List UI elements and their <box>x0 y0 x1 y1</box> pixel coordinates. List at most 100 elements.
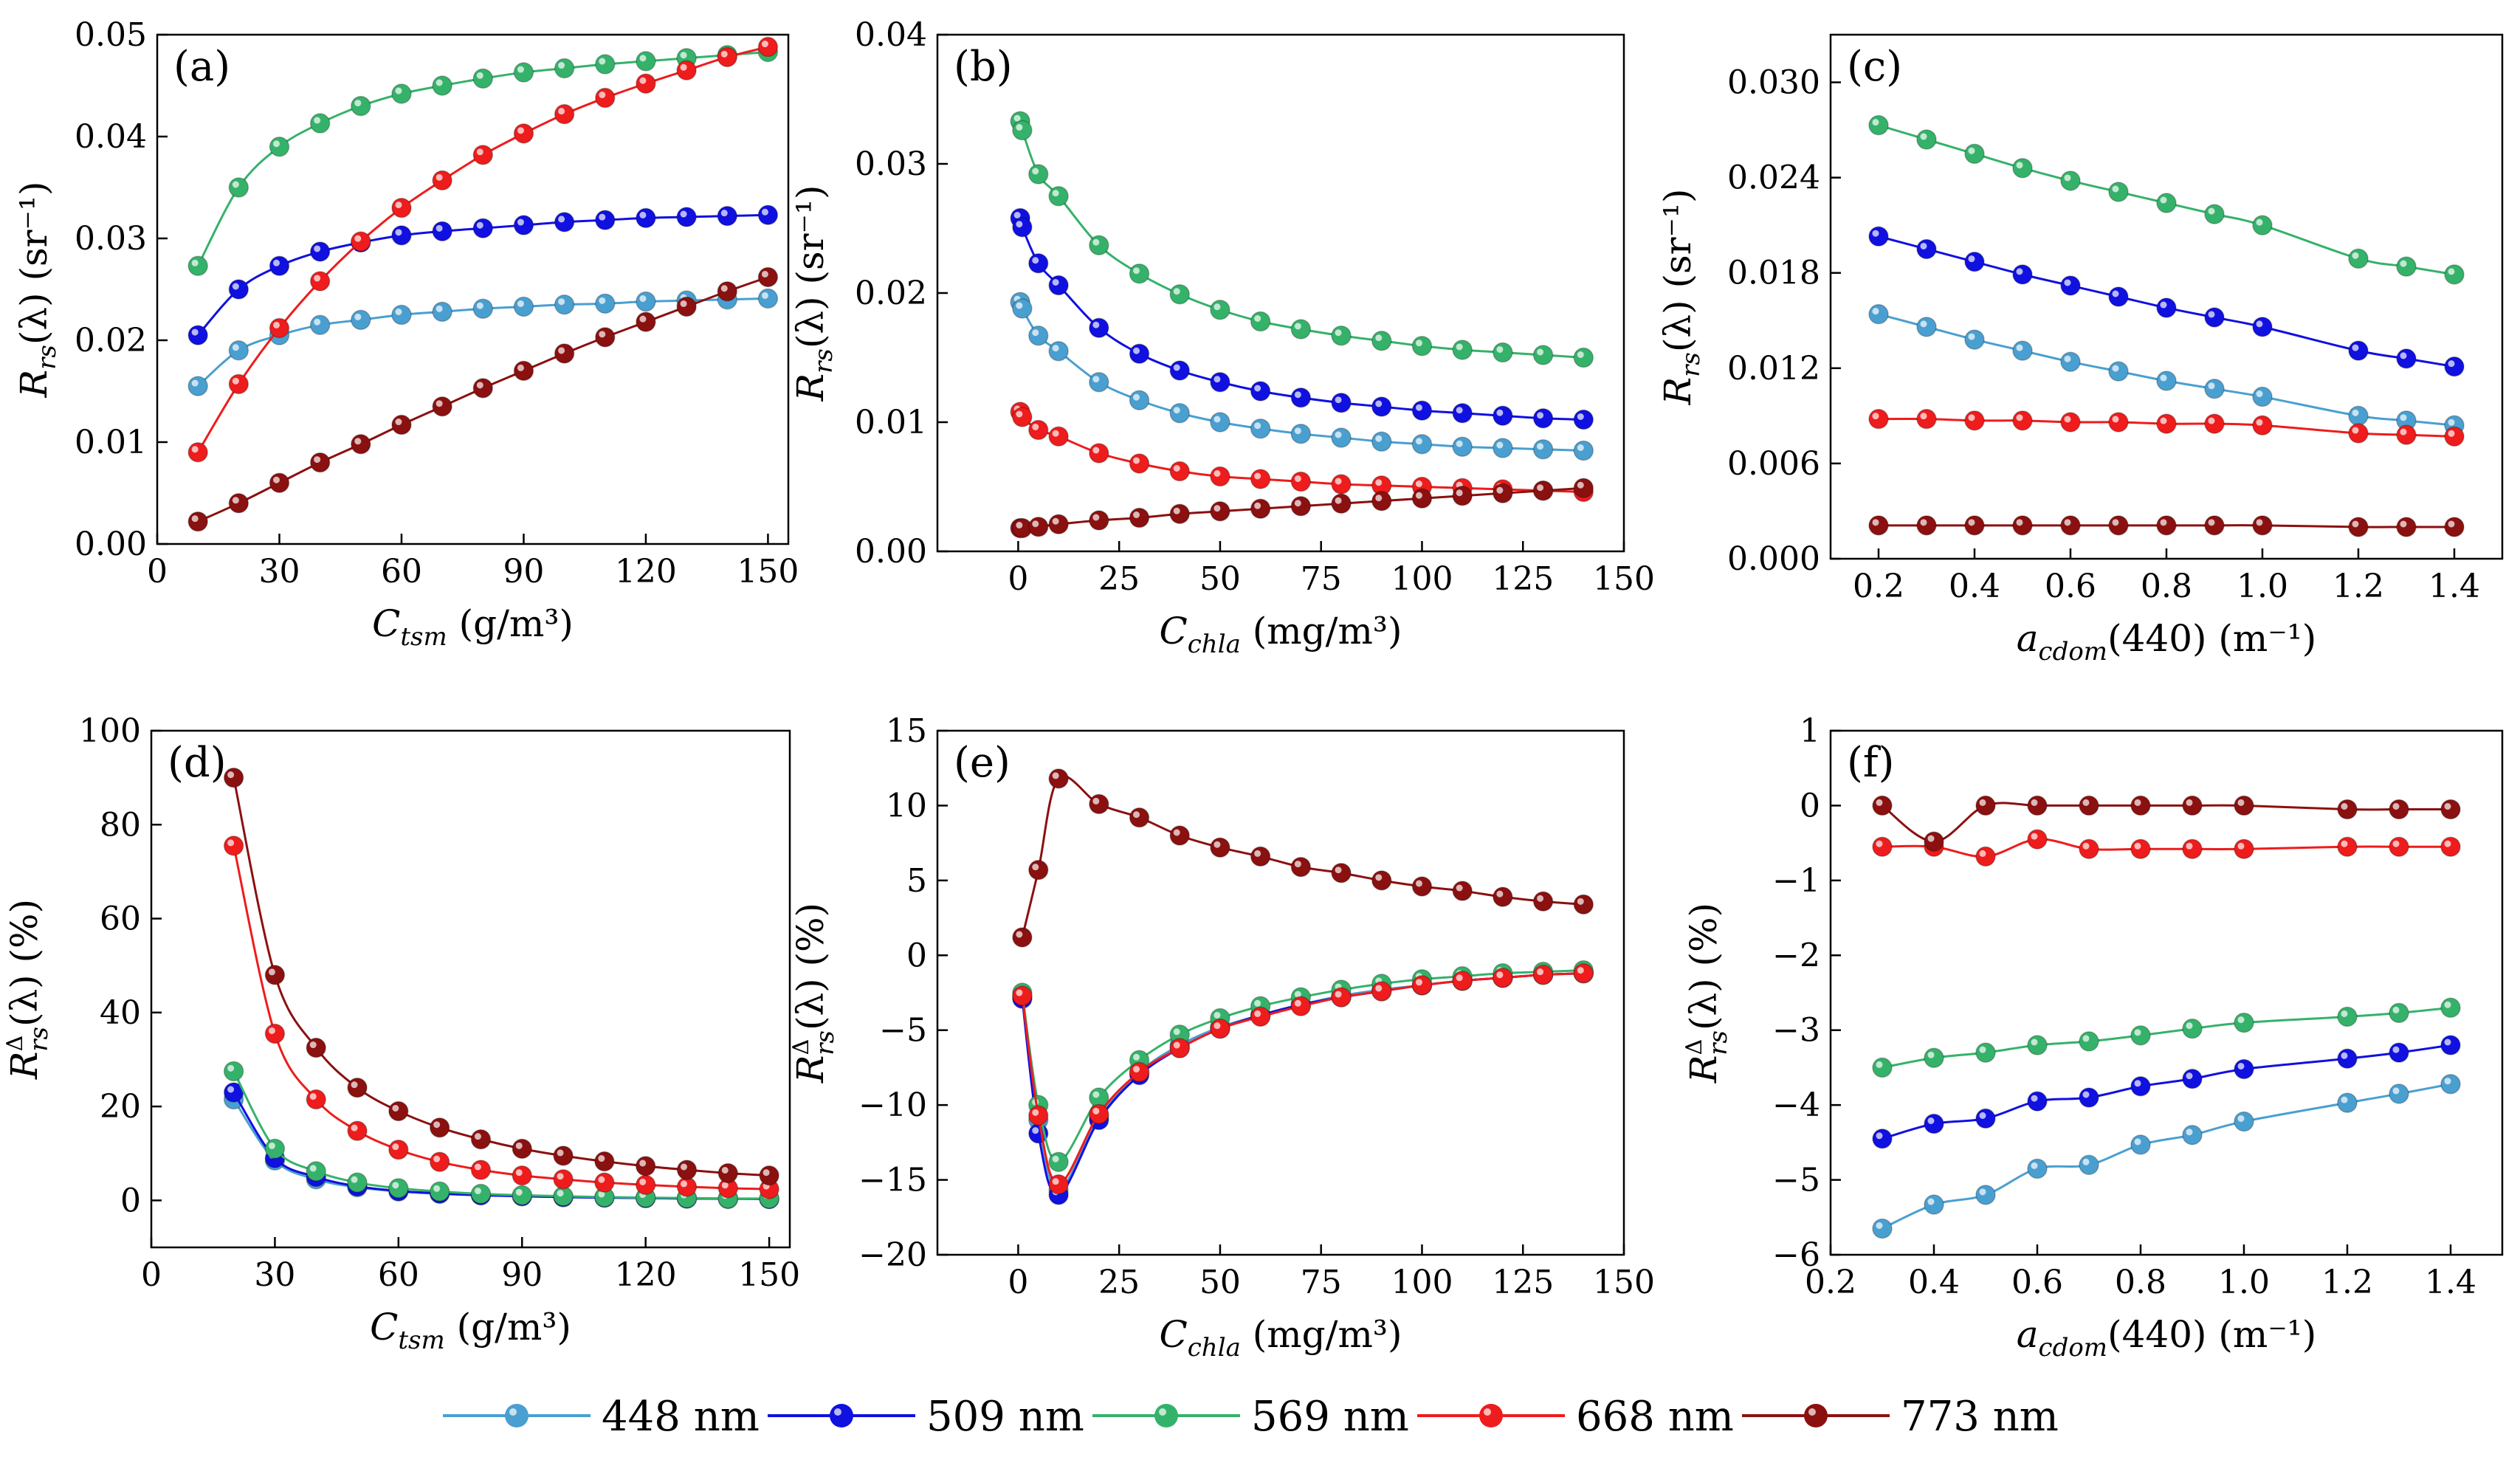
data-point-highlight <box>392 1182 399 1189</box>
data-point <box>1371 331 1392 351</box>
data-point-highlight <box>680 1180 687 1188</box>
data-point <box>595 87 616 108</box>
data-point <box>2182 1068 2203 1089</box>
data-point-highlight <box>227 1086 235 1093</box>
data-point-highlight <box>2392 840 2400 847</box>
data-point <box>306 1161 326 1182</box>
y-tick-label: −6 <box>1772 1236 1820 1274</box>
data-point-highlight <box>392 1143 399 1151</box>
data-point <box>717 281 738 302</box>
data-point <box>1331 987 1352 1008</box>
data-point-highlight <box>639 1178 647 1185</box>
data-point-highlight <box>1133 1066 1140 1073</box>
data-point-highlight <box>436 173 443 181</box>
data-point <box>1532 891 1554 912</box>
data-point-highlight <box>2031 1038 2038 1046</box>
data-point-highlight <box>1092 514 1100 521</box>
data-point-highlight <box>227 771 235 779</box>
y-tick-label: −10 <box>858 1086 927 1124</box>
data-point <box>228 493 249 514</box>
data-point <box>554 212 575 232</box>
data-point-highlight <box>191 515 199 523</box>
data-point <box>228 340 249 361</box>
data-point-highlight <box>436 224 443 232</box>
data-point-highlight <box>1052 430 1059 437</box>
data-point <box>1532 345 1554 365</box>
data-point <box>391 304 412 326</box>
data-point <box>228 279 249 300</box>
data-point-highlight <box>476 382 483 389</box>
data-point-highlight <box>1496 486 1504 494</box>
data-point <box>2337 1048 2358 1070</box>
series-line-773nm <box>1882 802 2451 843</box>
data-point <box>432 221 452 242</box>
data-point-highlight <box>1876 1132 1883 1140</box>
data-point-highlight <box>1375 985 1383 992</box>
data-point-highlight <box>1537 412 1544 419</box>
data-point <box>2108 286 2129 307</box>
data-point-highlight <box>720 210 728 217</box>
data-point <box>1964 329 1985 350</box>
data-point <box>269 472 290 493</box>
data-point-highlight <box>2352 344 2359 351</box>
data-point <box>1028 164 1049 185</box>
data-point <box>1250 311 1271 332</box>
data-point <box>2440 1073 2461 1095</box>
legend-marker-highlight <box>1808 1408 1816 1416</box>
data-point <box>1048 1151 1069 1172</box>
data-point-highlight <box>272 140 280 148</box>
x-tick-label: 1.4 <box>2428 568 2480 605</box>
data-point-highlight <box>1173 507 1180 514</box>
data-point-highlight <box>2186 842 2193 850</box>
data-point <box>1290 471 1312 492</box>
data-point <box>1371 491 1392 512</box>
x-axis-label: acdom(440) (m⁻¹) <box>2017 617 2317 666</box>
data-point <box>1290 424 1312 444</box>
legend-marker-highlight <box>834 1408 841 1416</box>
data-point <box>1573 409 1594 430</box>
data-point <box>223 836 244 856</box>
data-point <box>2156 297 2177 318</box>
data-point <box>1012 120 1033 141</box>
x-tick-label: 1.0 <box>2237 568 2288 605</box>
data-point-highlight <box>1173 1041 1180 1049</box>
legend-label: 448 nm <box>602 1393 760 1441</box>
data-point-highlight <box>1415 492 1422 499</box>
y-tick-label: 0.000 <box>1727 540 1820 578</box>
data-point <box>2204 307 2225 328</box>
data-point <box>2156 193 2177 213</box>
data-point <box>1975 846 1996 867</box>
legend-marker <box>1154 1404 1178 1427</box>
data-point-highlight <box>1920 413 1927 420</box>
data-point-highlight <box>268 1027 275 1034</box>
data-point <box>2389 1042 2409 1063</box>
data-point <box>554 103 575 125</box>
x-tick-label: 120 <box>615 1256 677 1294</box>
y-tick-label: 0.030 <box>1727 64 1820 102</box>
data-point <box>306 1037 326 1058</box>
data-point <box>2234 1111 2254 1132</box>
data-point-highlight <box>2341 1010 2348 1017</box>
data-point-highlight <box>2186 799 2193 806</box>
data-point <box>1290 388 1312 408</box>
data-point-highlight <box>272 476 280 483</box>
y-tick-label: 0.04 <box>75 118 147 156</box>
data-point-highlight <box>1294 999 1301 1007</box>
data-point-highlight <box>1979 799 1986 806</box>
data-point <box>1129 390 1150 410</box>
data-point <box>1129 453 1150 474</box>
x-tick-label: 50 <box>1199 1264 1241 1301</box>
data-point <box>2108 412 2129 433</box>
data-point-highlight <box>639 315 647 323</box>
x-tick-label: 0.8 <box>2115 1264 2166 1301</box>
data-point-highlight <box>1456 440 1463 447</box>
data-point <box>1048 426 1069 447</box>
data-point-highlight <box>232 283 239 290</box>
data-point-highlight <box>2064 279 2071 286</box>
data-point <box>636 73 656 94</box>
data-point-highlight <box>1016 302 1023 309</box>
data-point <box>717 205 738 227</box>
data-point <box>1924 1047 1944 1068</box>
data-point-highlight <box>1294 391 1301 399</box>
plot-frame <box>1829 729 2504 1256</box>
